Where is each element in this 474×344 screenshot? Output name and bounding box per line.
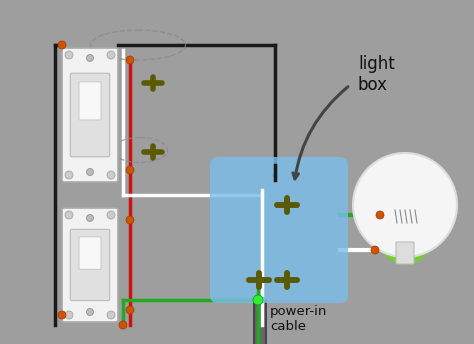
FancyBboxPatch shape [70,73,109,157]
FancyBboxPatch shape [396,242,414,264]
Circle shape [353,153,457,257]
Circle shape [126,216,134,224]
Text: light
box: light box [358,55,395,94]
Circle shape [107,211,115,219]
Circle shape [126,166,134,174]
Circle shape [107,51,115,59]
Circle shape [126,56,134,64]
Circle shape [65,311,73,319]
Circle shape [86,54,93,62]
FancyBboxPatch shape [62,208,118,322]
FancyBboxPatch shape [62,48,118,182]
Circle shape [65,171,73,179]
Circle shape [376,211,384,219]
Circle shape [86,215,93,222]
FancyBboxPatch shape [79,237,101,269]
FancyBboxPatch shape [70,229,109,301]
Circle shape [65,211,73,219]
Text: power-in
cable: power-in cable [270,305,328,333]
Circle shape [119,321,127,329]
FancyBboxPatch shape [79,82,101,120]
FancyBboxPatch shape [210,157,348,303]
Circle shape [126,306,134,314]
Circle shape [371,246,379,254]
Circle shape [107,311,115,319]
Circle shape [58,41,66,49]
Circle shape [58,311,66,319]
Circle shape [86,169,93,175]
Circle shape [65,51,73,59]
Circle shape [253,295,263,305]
Circle shape [107,171,115,179]
Ellipse shape [377,205,432,265]
Circle shape [86,309,93,315]
